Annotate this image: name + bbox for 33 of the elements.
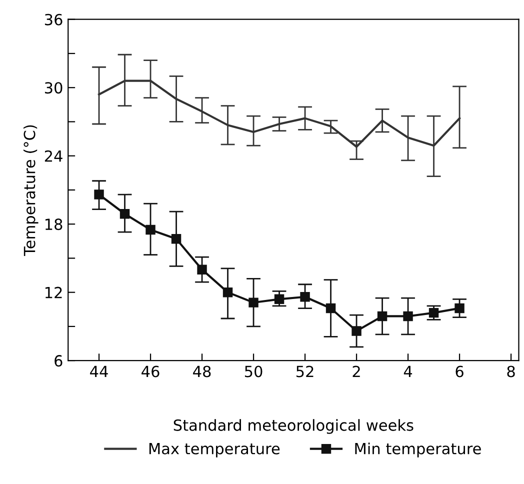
point [300, 292, 310, 302]
point [171, 234, 182, 244]
point [120, 208, 130, 219]
point [352, 326, 362, 336]
x-tick-label: 2 [352, 366, 360, 378]
x-axis-title: Standard meteorological weeks [174, 419, 414, 434]
y-tick-label: 12 [45, 286, 62, 298]
point [326, 303, 336, 314]
point [222, 287, 233, 298]
y-tick-label: 6 [54, 355, 62, 367]
point [403, 311, 413, 322]
y-tick-label: 30 [44, 82, 62, 94]
legend-label: Max temperature [149, 443, 280, 458]
y-tick-label: 24 [44, 150, 62, 162]
point [94, 190, 104, 200]
point [274, 294, 284, 304]
x-tick-label: 52 [296, 366, 314, 378]
x-tick-label: 50 [244, 366, 262, 378]
point [454, 303, 464, 314]
y-tick-label: 18 [45, 218, 62, 230]
x-tick-label: 48 [193, 366, 211, 378]
x-tick-label: 46 [142, 366, 160, 378]
y-axis-title: Temperature (°C) [23, 125, 38, 256]
x-tick-label: 4 [404, 366, 412, 378]
legend-label: Min temperature [355, 442, 481, 458]
x-tick-label: 44 [90, 366, 108, 378]
point [197, 264, 207, 274]
point [146, 224, 156, 235]
x-tick-label: 8 [507, 366, 515, 378]
x-tick-label: 6 [456, 366, 464, 378]
point [248, 298, 258, 308]
y-tick-label: 36 [44, 14, 62, 26]
point [377, 311, 388, 322]
